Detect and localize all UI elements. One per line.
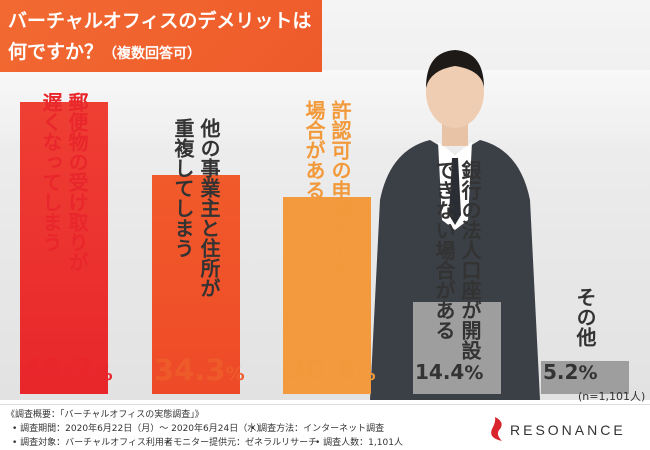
value-label-1: 45.7% xyxy=(22,353,113,387)
resonance-logo-text: RESONANCE xyxy=(510,422,626,438)
bar-2 xyxy=(152,175,240,394)
value-number-2: 34.3 xyxy=(154,353,226,387)
footer-divider xyxy=(0,404,650,405)
value-unit-1: % xyxy=(93,363,113,385)
footer xyxy=(0,404,650,450)
category-label-5: その他 xyxy=(573,287,597,347)
category-label-3: 許認可の申請ができない 場合がある xyxy=(302,100,352,320)
value-unit-5: % xyxy=(578,362,598,384)
chart-title-line2: 何ですか？（複数回答可） xyxy=(8,37,201,64)
category-label-2: 他の事業主と住所が 重複してしまう xyxy=(171,118,221,298)
survey-overview: 《調査概要：「バーチャルオフィスの実態調査」》 xyxy=(6,410,204,420)
bar-5 xyxy=(541,361,629,394)
category-label-1: 郵便物の受け取りが 遅くなってしまう xyxy=(39,92,89,272)
sample-size-note: (n=1,101人) xyxy=(578,390,646,403)
value-number-5: 5.2 xyxy=(543,360,579,384)
chart-title-question: 何ですか？ xyxy=(8,41,104,63)
survey-method: • 調査方法：インターネット調査 xyxy=(250,424,385,434)
value-number-1: 45.7 xyxy=(22,353,94,387)
value-label-5: 5.2% xyxy=(543,360,597,384)
title-panel: バーチャルオフィスのデメリットは 何ですか？（複数回答可） xyxy=(0,0,322,72)
survey-target: • 調査対象：バーチャルオフィス利用者 xyxy=(12,438,173,448)
survey-count: • 調査人数：1,101人 xyxy=(315,438,403,448)
survey-monitor: • モニター提供元：ゼネラルリサーチ xyxy=(165,438,318,448)
chart-subtitle: （複数回答可） xyxy=(103,46,202,62)
survey-period: • 調査期間：2020年6月22日（月）～ 2020年6月24日（水） xyxy=(12,424,266,434)
category-label-4: 銀行の法人口座が開設 できない場合がある xyxy=(432,160,482,360)
value-label-4: 14.4% xyxy=(415,360,483,384)
value-label-3: 30.8% xyxy=(285,353,376,387)
value-unit-4: % xyxy=(464,362,484,384)
value-number-4: 14.4 xyxy=(415,360,465,384)
resonance-logo-icon xyxy=(491,417,502,441)
bar-1 xyxy=(20,102,108,394)
bar-4 xyxy=(413,302,501,394)
value-unit-2: % xyxy=(225,363,245,385)
value-number-3: 30.8 xyxy=(285,353,357,387)
bar-3 xyxy=(283,197,371,394)
chart-title: バーチャルオフィスのデメリットは xyxy=(8,10,312,32)
value-label-2: 34.3% xyxy=(154,353,245,387)
value-unit-3: % xyxy=(356,363,376,385)
window-light xyxy=(0,70,650,140)
